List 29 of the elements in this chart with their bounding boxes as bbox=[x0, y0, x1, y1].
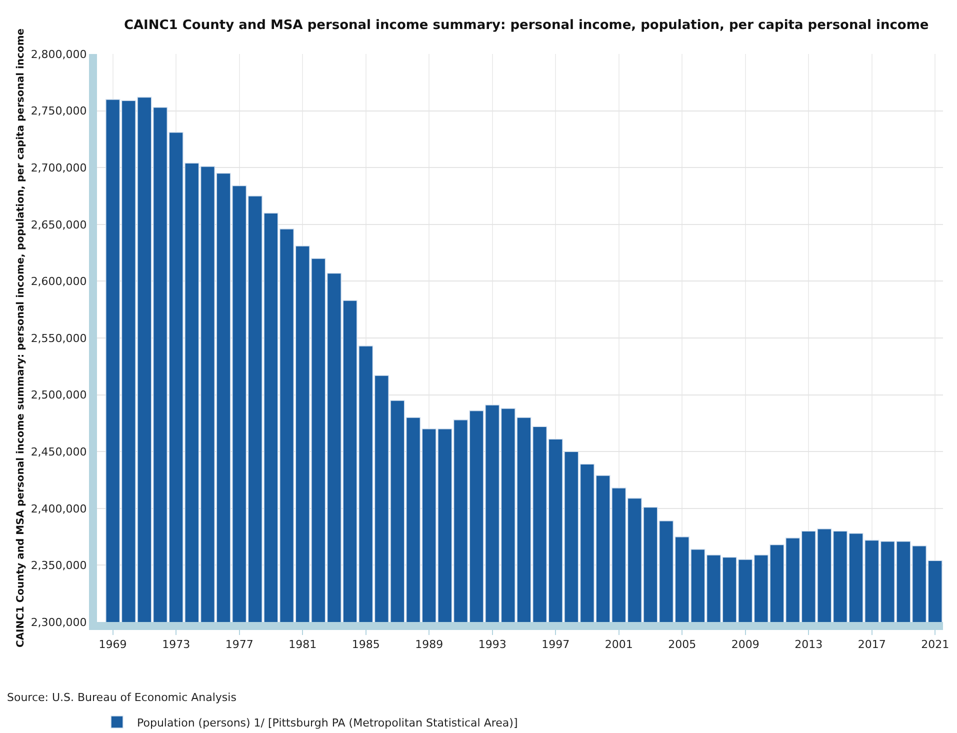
chart-title: CAINC1 County and MSA personal income summary: personal income, population, per capita personal income bbox=[124, 18, 929, 34]
y-tick-label: 2,300,000 bbox=[30, 616, 87, 629]
y-tick-label: 2,550,000 bbox=[30, 332, 87, 345]
y-tick-label: 2,700,000 bbox=[30, 161, 87, 174]
y-tick-label: 2,500,000 bbox=[30, 388, 87, 402]
legend-label: Population (persons) 1/ [Pittsburgh PA (Metropolitan Statistical Area)] bbox=[137, 716, 518, 730]
y-tick-label: 2,350,000 bbox=[30, 559, 87, 572]
x-tick-label: 1969 bbox=[98, 638, 127, 652]
x-tick-label: 1997 bbox=[542, 638, 570, 652]
x-tick-label: 1985 bbox=[352, 638, 380, 652]
x-tick-label: 1993 bbox=[478, 638, 506, 652]
y-tick-label: 2,800,000 bbox=[30, 48, 87, 61]
x-tick-label: 2013 bbox=[794, 638, 823, 652]
y-axis-title: CAINC1 County and MSA personal income summary: personal income, population, per capita personal income bbox=[15, 28, 26, 648]
x-tick-label: 2021 bbox=[921, 638, 950, 652]
x-tick-label: 2017 bbox=[858, 638, 886, 652]
y-tick-label: 2,450,000 bbox=[30, 445, 87, 458]
y-tick-label: 2,600,000 bbox=[30, 275, 87, 288]
y-tick-label: 2,750,000 bbox=[30, 104, 87, 118]
y-tick-label: 2,400,000 bbox=[30, 502, 87, 516]
x-tick-label: 1973 bbox=[162, 638, 190, 652]
x-tick-label: 1989 bbox=[415, 638, 444, 652]
source-note: Source: U.S. Bureau of Economic Analysis bbox=[7, 691, 237, 704]
x-tick-label: 2009 bbox=[731, 638, 760, 652]
x-tick-label: 1981 bbox=[288, 638, 317, 652]
x-tick-label: 2005 bbox=[668, 638, 696, 652]
x-tick-label: 2001 bbox=[604, 638, 633, 652]
x-tick-label: 1977 bbox=[225, 638, 254, 652]
y-tick-label: 2,650,000 bbox=[30, 218, 87, 232]
